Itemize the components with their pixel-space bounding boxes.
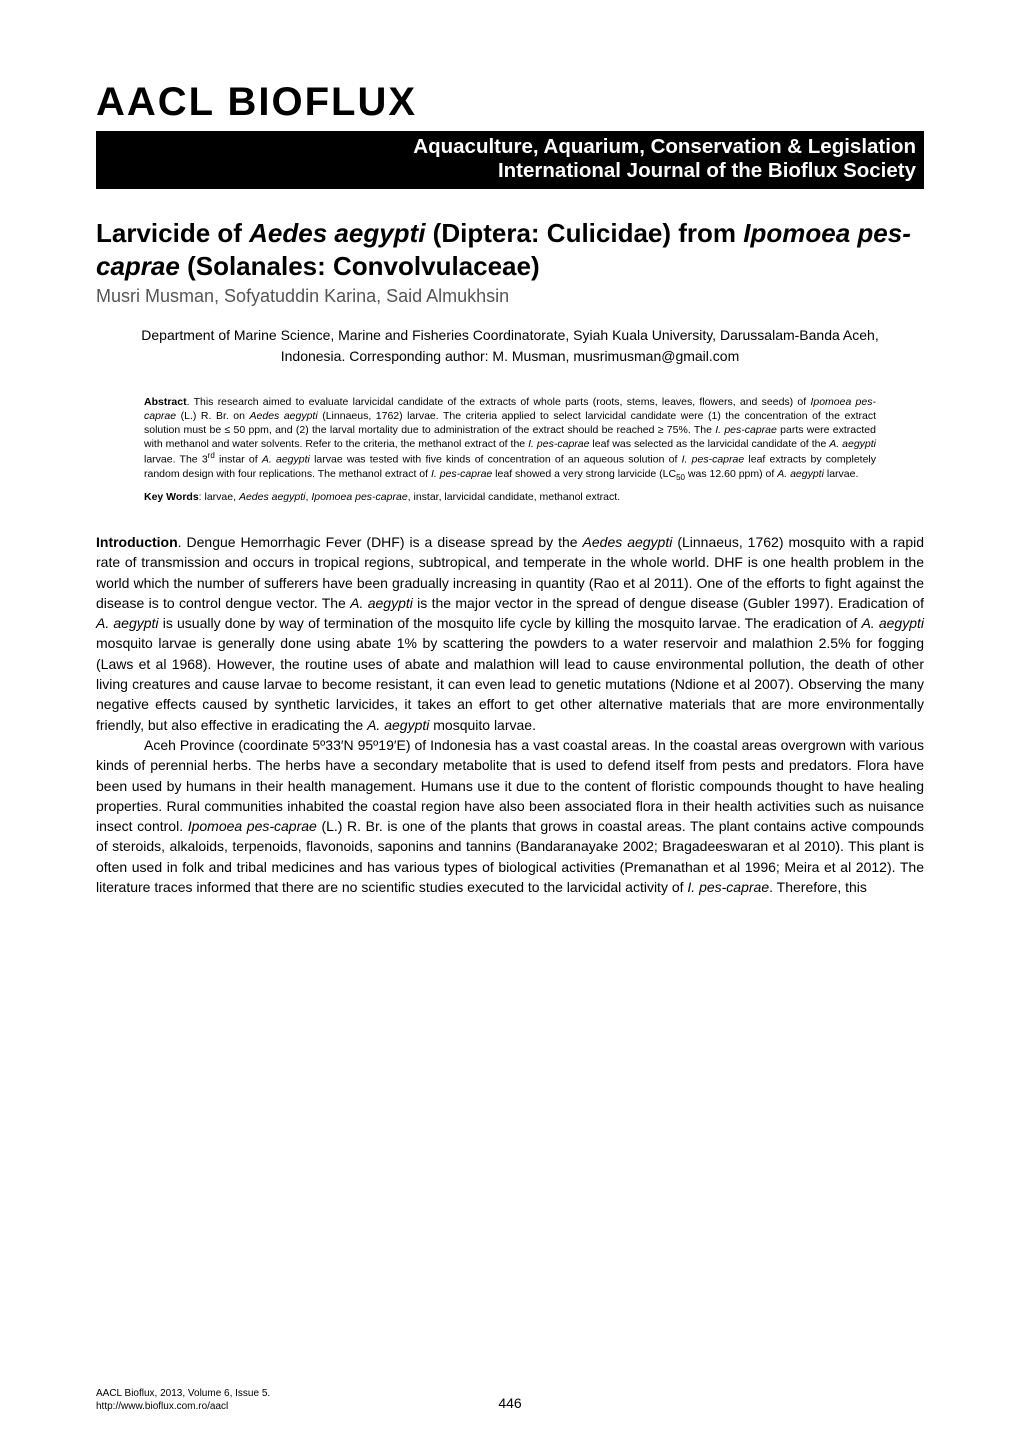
abstract-seg6: larvae. The 3 xyxy=(144,454,208,466)
abstract-it7: I. pes-caprae xyxy=(682,454,745,466)
journal-title: AACL BIOFLUX xyxy=(96,80,924,125)
abstract-seg7: instar of xyxy=(215,454,262,466)
abstract-label: Abstract xyxy=(144,396,187,408)
page-number: 446 xyxy=(96,1395,924,1411)
p1-seg3: is the major vector in the spread of den… xyxy=(413,595,924,611)
p2-it1: Ipomoea pes-caprae xyxy=(188,818,317,834)
abstract-it9: A. aegypti xyxy=(777,468,824,480)
intro-heading: Introduction xyxy=(96,534,178,550)
p1-seg6: mosquito larvae. xyxy=(429,717,536,733)
p1-it2: A. aegypti xyxy=(350,595,413,611)
abstract-seg12: larvae. xyxy=(824,468,858,480)
abstract-seg10: leaf showed a very strong larvicide (LC xyxy=(492,468,676,480)
abstract-sup1: rd xyxy=(208,451,215,460)
title-species-1: Aedes aegypti xyxy=(249,218,425,248)
title-text-2: (Diptera: Culicidae) from xyxy=(425,218,743,248)
keywords-it2: Ipomoea pes-caprae xyxy=(311,491,407,503)
keywords: Key Words: larvae, Aedes aegypti, Ipomoe… xyxy=(144,490,876,504)
title-text-1: Larvicide of xyxy=(96,218,249,248)
title-text-3: (Solanales: Convolvulaceae) xyxy=(180,251,540,281)
abstract-seg11: was 12.60 ppm) of xyxy=(685,468,777,480)
abstract-seg1: . This research aimed to evaluate larvic… xyxy=(187,396,811,408)
journal-subtitle-line2: International Journal of the Bioflux Soc… xyxy=(104,159,916,183)
keywords-seg1: : larvae, xyxy=(199,491,239,503)
abstract-sub1: 50 xyxy=(676,473,685,482)
authors: Musri Musman, Sofyatuddin Karina, Said A… xyxy=(96,286,924,307)
intro-paragraph-1: Introduction. Dengue Hemorrhagic Fever (… xyxy=(96,532,924,735)
p1-it4: A. aegypti xyxy=(861,615,924,631)
p2-it2: I. pes-caprae xyxy=(687,879,769,895)
abstract-seg8: larvae was tested with five kinds of con… xyxy=(310,454,682,466)
p1-it1: Aedes aegypti xyxy=(583,534,673,550)
keywords-seg3: , instar, larvicidal candidate, methanol… xyxy=(408,491,620,503)
p1-seg1: . Dengue Hemorrhagic Fever (DHF) is a di… xyxy=(178,534,583,550)
journal-subtitle-line1: Aquaculture, Aquarium, Conservation & Le… xyxy=(104,135,916,159)
abstract-it3: I. pes-caprae xyxy=(715,424,777,436)
journal-header: AACL BIOFLUX xyxy=(96,80,924,125)
article-title: Larvicide of Aedes aegypti (Diptera: Cul… xyxy=(96,217,924,284)
p2-seg3: . Therefore, this xyxy=(769,879,867,895)
abstract-seg2: (L.) R. Br. on xyxy=(176,410,249,422)
abstract-seg5: leaf was selected as the larvicidal cand… xyxy=(589,438,829,450)
keywords-label: Key Words xyxy=(144,491,199,503)
journal-subtitle-bar: Aquaculture, Aquarium, Conservation & Le… xyxy=(96,131,924,189)
p1-it3: A. aegypti xyxy=(96,615,159,631)
p1-it5: A. aegypti xyxy=(367,717,429,733)
abstract-it4: I. pes-caprae xyxy=(528,438,589,450)
abstract: Abstract. This research aimed to evaluat… xyxy=(144,395,876,484)
abstract-it2: Aedes aegypti xyxy=(250,410,318,422)
abstract-it8: I. pes-caprae xyxy=(431,468,492,480)
abstract-it6: A. aegypti xyxy=(262,454,310,466)
page-footer: AACL Bioflux, 2013, Volume 6, Issue 5. h… xyxy=(96,1387,924,1413)
affiliation: Department of Marine Science, Marine and… xyxy=(136,325,884,367)
p1-seg4: is usually done by way of termination of… xyxy=(159,615,862,631)
abstract-it5: A. aegypti xyxy=(829,438,876,450)
intro-paragraph-2: Aceh Province (coordinate 5º33′N 95º19′E… xyxy=(96,735,924,897)
keywords-it1: Aedes aegypti xyxy=(239,491,306,503)
